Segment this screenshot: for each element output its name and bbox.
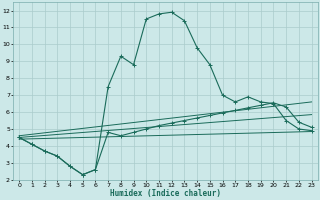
X-axis label: Humidex (Indice chaleur): Humidex (Indice chaleur) <box>110 189 221 198</box>
